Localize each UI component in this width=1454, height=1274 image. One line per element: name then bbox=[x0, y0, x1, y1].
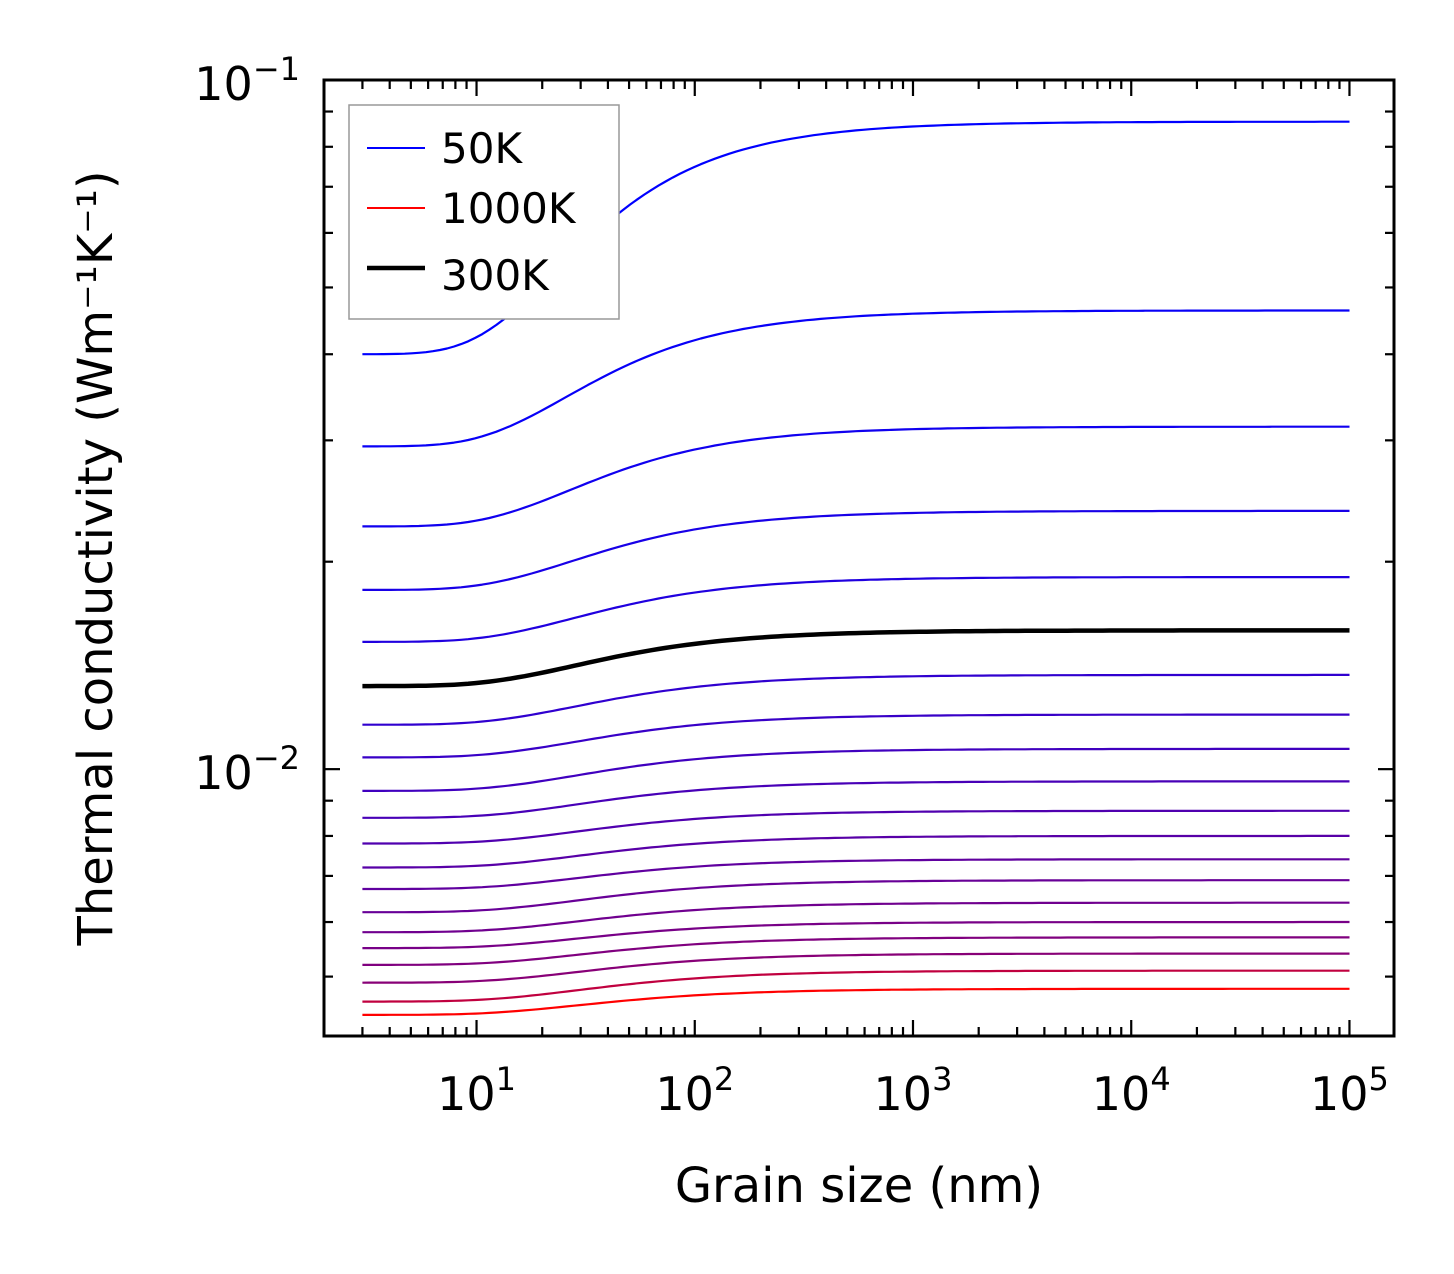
series-line-900k bbox=[362, 952, 1350, 984]
legend-box bbox=[348, 104, 620, 320]
series-line-100k bbox=[362, 309, 1350, 448]
legend-label-300k: 300K bbox=[441, 251, 550, 300]
plot-frame bbox=[322, 78, 1396, 1038]
legend: 50K 1000K 300K bbox=[348, 104, 620, 320]
series-line-450k bbox=[362, 747, 1350, 793]
legend-label-1000k: 1000K bbox=[441, 184, 577, 233]
x-tick-label: 101 bbox=[437, 1060, 516, 1121]
x-tick-label: 103 bbox=[874, 1060, 953, 1121]
series-line-650k bbox=[362, 858, 1350, 891]
series-line-1000k bbox=[362, 987, 1350, 1017]
series-line-850k bbox=[362, 936, 1350, 967]
series-line-700k bbox=[362, 879, 1350, 914]
series-line-250k bbox=[362, 575, 1350, 644]
series-line-600k bbox=[362, 834, 1350, 869]
series-line-200k bbox=[362, 509, 1350, 592]
x-tick-label: 105 bbox=[1310, 1060, 1389, 1121]
y-tick-label: 10−2 bbox=[194, 739, 300, 800]
series-line-750k bbox=[362, 901, 1350, 934]
series-line-300k bbox=[362, 628, 1350, 689]
series-line-400k bbox=[362, 713, 1350, 759]
x-tick-labels: 101 102 103 104 105 bbox=[437, 1060, 1389, 1121]
y-tick-labels: 10−2 10−1 bbox=[194, 50, 300, 800]
x-tick-label: 102 bbox=[655, 1060, 734, 1121]
series-layer bbox=[362, 120, 1350, 1017]
y-axis-label: Thermal conductivity (Wm⁻¹K⁻¹) bbox=[68, 170, 124, 946]
series-line-950k bbox=[362, 969, 1350, 1003]
series-line-800k bbox=[362, 920, 1350, 950]
x-tick-label: 104 bbox=[1092, 1060, 1171, 1121]
y-tick-label: 10−1 bbox=[194, 50, 300, 111]
series-line-500k bbox=[362, 780, 1350, 819]
series-line-150k bbox=[362, 425, 1350, 528]
series-line-550k bbox=[362, 809, 1350, 845]
x-axis-label: Grain size (nm) bbox=[675, 1158, 1043, 1214]
legend-label-50k: 50K bbox=[441, 124, 523, 173]
series-line-350k bbox=[362, 673, 1350, 726]
